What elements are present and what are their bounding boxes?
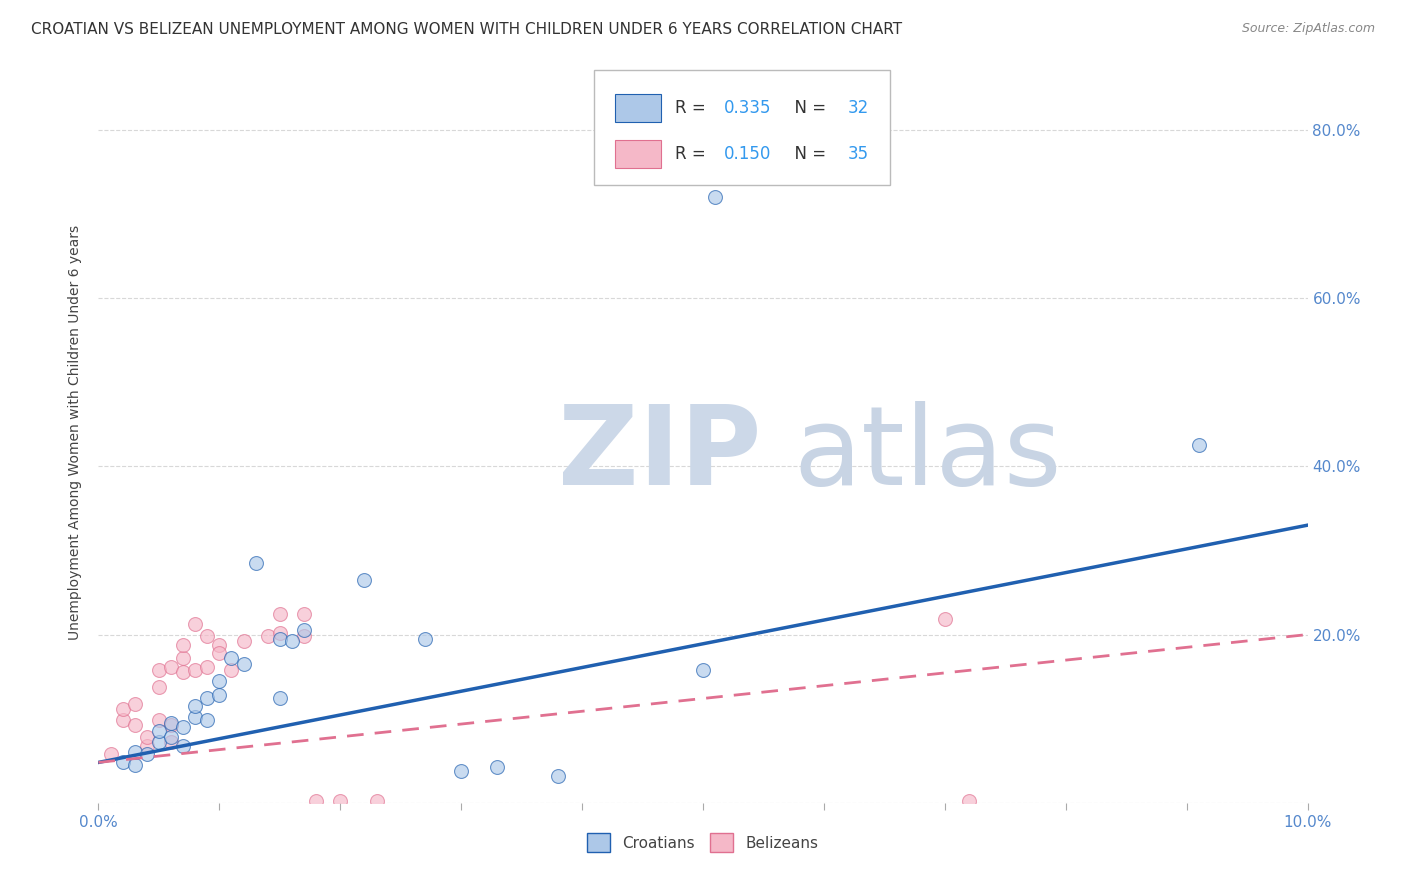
Point — [184, 617, 207, 632]
Text: CROATIAN VS BELIZEAN UNEMPLOYMENT AMONG WOMEN WITH CHILDREN UNDER 6 YEARS CORREL: CROATIAN VS BELIZEAN UNEMPLOYMENT AMONG … — [31, 22, 903, 37]
Y-axis label: Unemployment Among Women with Children Under 6 years: Unemployment Among Women with Children U… — [69, 225, 83, 640]
Point — [160, 730, 183, 744]
Point — [256, 629, 278, 643]
Point — [124, 697, 146, 711]
Point — [353, 573, 375, 587]
Point — [148, 724, 170, 739]
Text: 0.150: 0.150 — [724, 145, 770, 162]
Point — [292, 624, 315, 638]
Point — [413, 632, 436, 646]
Point — [160, 718, 183, 732]
Point — [111, 701, 134, 715]
Point — [208, 673, 231, 688]
Point — [450, 764, 472, 778]
Point — [329, 794, 352, 808]
Point — [221, 651, 243, 665]
Point — [172, 665, 194, 680]
Text: N =: N = — [785, 99, 831, 117]
Text: atlas: atlas — [793, 401, 1062, 508]
FancyBboxPatch shape — [614, 140, 661, 169]
Point — [232, 634, 254, 648]
Point — [111, 756, 134, 770]
Point — [148, 735, 170, 749]
Point — [184, 663, 207, 677]
Point — [1188, 438, 1211, 452]
Point — [135, 730, 157, 744]
Text: 35: 35 — [848, 145, 869, 162]
Text: R =: R = — [675, 99, 711, 117]
Point — [124, 718, 146, 732]
FancyBboxPatch shape — [595, 70, 890, 185]
FancyBboxPatch shape — [614, 95, 661, 122]
Point — [135, 747, 157, 761]
Text: 0.335: 0.335 — [724, 99, 770, 117]
Text: Source: ZipAtlas.com: Source: ZipAtlas.com — [1241, 22, 1375, 36]
Point — [100, 747, 122, 761]
Point — [221, 663, 243, 677]
Point — [124, 758, 146, 772]
Point — [195, 714, 218, 728]
Point — [269, 625, 291, 640]
Point — [305, 794, 328, 808]
Point — [195, 659, 218, 673]
Point — [148, 714, 170, 728]
Point — [160, 715, 183, 730]
Point — [366, 794, 388, 808]
Legend: Croatians, Belizeans: Croatians, Belizeans — [581, 827, 825, 858]
Point — [148, 680, 170, 694]
Text: N =: N = — [785, 145, 831, 162]
Point — [269, 690, 291, 705]
Point — [269, 607, 291, 621]
Point — [195, 629, 218, 643]
Point — [957, 794, 980, 808]
Point — [172, 638, 194, 652]
Point — [547, 769, 569, 783]
Point — [111, 714, 134, 728]
Text: ZIP: ZIP — [558, 401, 761, 508]
Point — [172, 739, 194, 753]
Point — [208, 638, 231, 652]
Point — [208, 688, 231, 702]
Point — [172, 651, 194, 665]
Point — [245, 556, 267, 570]
Point — [704, 190, 727, 204]
Point — [160, 735, 183, 749]
Point — [269, 632, 291, 646]
Text: R =: R = — [675, 145, 711, 162]
Point — [281, 634, 304, 648]
Point — [135, 739, 157, 753]
Point — [292, 607, 315, 621]
Point — [232, 657, 254, 671]
Text: 32: 32 — [848, 99, 869, 117]
Point — [292, 629, 315, 643]
Point — [184, 699, 207, 714]
Point — [124, 745, 146, 759]
Point — [692, 663, 714, 677]
Point — [208, 646, 231, 660]
Point — [184, 710, 207, 724]
Point — [160, 659, 183, 673]
Point — [172, 720, 194, 734]
Point — [195, 690, 218, 705]
Point — [486, 760, 509, 774]
Point — [934, 612, 956, 626]
Point — [148, 663, 170, 677]
